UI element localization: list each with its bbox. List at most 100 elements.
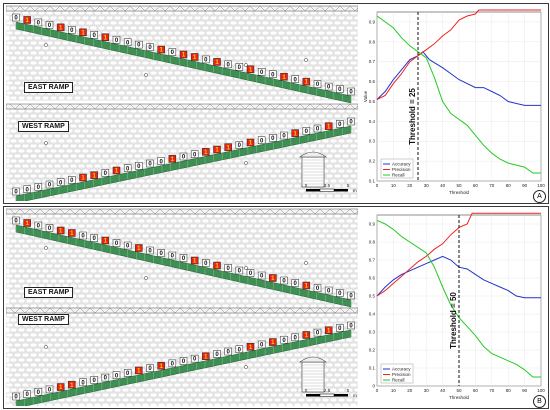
brick: [185, 317, 194, 323]
brick: [261, 90, 270, 96]
truss: [59, 208, 71, 215]
brick: [237, 312, 246, 318]
brick: [285, 312, 294, 318]
brick: [209, 317, 218, 323]
brick: [349, 20, 358, 26]
brick: [57, 108, 66, 114]
segment-box: [224, 264, 232, 272]
brick: [221, 312, 230, 318]
brick: [101, 80, 110, 86]
brick: [25, 337, 34, 343]
brick: [253, 123, 262, 129]
brick: [349, 253, 358, 259]
brick: [245, 123, 254, 129]
segment-box: [246, 343, 255, 351]
brick: [65, 258, 74, 264]
brick: [325, 183, 334, 189]
brick: [241, 188, 250, 194]
brick: [113, 218, 122, 224]
brick: [169, 138, 178, 144]
segment-label: 0: [338, 87, 342, 93]
brick: [289, 25, 298, 31]
brick: [17, 75, 26, 81]
brick: [6, 322, 14, 328]
brick: [253, 303, 262, 309]
brick: [93, 143, 102, 149]
brick: [89, 188, 98, 194]
brick: [289, 327, 298, 333]
brick: [29, 273, 38, 279]
brick: [309, 70, 318, 76]
truss: [49, 5, 61, 12]
brick: [49, 15, 58, 21]
brick: [245, 213, 254, 219]
brick: [85, 133, 94, 139]
brick: [33, 158, 42, 164]
brick: [345, 65, 354, 71]
brick: [197, 372, 206, 378]
brick: [69, 312, 78, 318]
brick: [133, 382, 142, 388]
brick: [105, 337, 114, 343]
brick: [25, 238, 34, 244]
brick: [189, 183, 198, 189]
brick: [6, 20, 14, 26]
brick: [157, 40, 166, 46]
brick: [265, 25, 274, 31]
truss: [189, 307, 201, 314]
segment-label: 1: [226, 145, 230, 151]
brick: [121, 218, 130, 224]
brick: [249, 218, 258, 224]
scale-bar: [334, 189, 348, 192]
brick: [117, 392, 126, 398]
brick: [65, 45, 74, 51]
brick: [289, 397, 298, 403]
brick: [249, 118, 258, 124]
brick: [97, 95, 106, 101]
brick: [201, 278, 210, 284]
brick: [341, 352, 350, 358]
brick: [185, 218, 194, 224]
brick: [349, 50, 358, 56]
brick: [341, 382, 350, 388]
brick: [101, 263, 110, 269]
brick: [349, 193, 358, 199]
brick: [73, 55, 82, 61]
brick: [317, 233, 326, 239]
brick: [141, 20, 150, 26]
brick: [157, 223, 166, 229]
brick: [89, 128, 98, 134]
brick: [225, 337, 234, 343]
brick: [241, 85, 250, 91]
truss: [219, 103, 231, 110]
brick: [21, 40, 30, 46]
brick: [129, 397, 138, 403]
brick: [13, 372, 22, 378]
brick: [337, 158, 346, 164]
brick: [185, 327, 194, 333]
brick: [169, 65, 178, 71]
brick: [121, 118, 130, 124]
brick: [69, 133, 78, 139]
brick: [21, 143, 30, 149]
brick: [165, 213, 174, 219]
brick: [181, 402, 190, 406]
brick: [157, 382, 166, 388]
segment-label: 0: [349, 120, 353, 126]
brick: [9, 377, 18, 383]
brick: [37, 263, 46, 269]
brick: [65, 218, 74, 224]
brick: [165, 243, 174, 249]
brick: [125, 223, 134, 229]
brick: [129, 387, 138, 393]
brick: [181, 372, 190, 378]
brick: [157, 392, 166, 398]
brick: [229, 312, 238, 318]
brick: [221, 382, 230, 388]
brick: [269, 60, 278, 66]
brick: [217, 317, 226, 323]
brick: [329, 238, 338, 244]
brick: [117, 60, 126, 66]
brick: [85, 223, 94, 229]
brick: [77, 362, 86, 368]
